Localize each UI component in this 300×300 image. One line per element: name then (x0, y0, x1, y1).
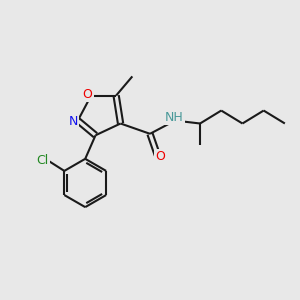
Text: NH: NH (165, 110, 184, 124)
Text: O: O (155, 150, 165, 163)
Text: N: N (69, 115, 78, 128)
Text: Cl: Cl (37, 154, 49, 166)
Text: O: O (82, 88, 92, 101)
